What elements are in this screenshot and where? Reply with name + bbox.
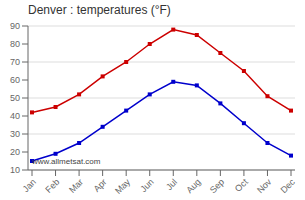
svg-text:Apr: Apr	[92, 177, 109, 194]
svg-text:20: 20	[10, 147, 20, 157]
svg-text:Nov: Nov	[255, 177, 274, 196]
svg-text:Sep: Sep	[208, 177, 226, 195]
svg-text:10: 10	[10, 165, 20, 175]
svg-text:May: May	[113, 177, 132, 196]
svg-text:Feb: Feb	[43, 177, 61, 195]
svg-text:Jun: Jun	[138, 177, 155, 194]
svg-text:80: 80	[10, 39, 20, 49]
svg-text:50: 50	[10, 93, 20, 103]
html-text:Denver : temperatures (°F): Denver : temperatures (°F)	[28, 3, 171, 17]
svg-text:30: 30	[10, 129, 20, 139]
svg-text:Mar: Mar	[67, 177, 85, 195]
svg-text:40: 40	[10, 111, 20, 121]
svg-text:70: 70	[10, 57, 20, 67]
svg-text:Jul: Jul	[164, 177, 179, 192]
svg-text:Oct: Oct	[233, 177, 250, 194]
html-text:www.allmetsat.com: www.allmetsat.com	[32, 157, 101, 166]
svg-text:Dec: Dec	[279, 177, 298, 196]
svg-text:60: 60	[10, 75, 20, 85]
svg-text:Jan: Jan	[21, 177, 38, 194]
svg-text:Aug: Aug	[184, 177, 202, 195]
svg-text:90: 90	[10, 21, 20, 31]
